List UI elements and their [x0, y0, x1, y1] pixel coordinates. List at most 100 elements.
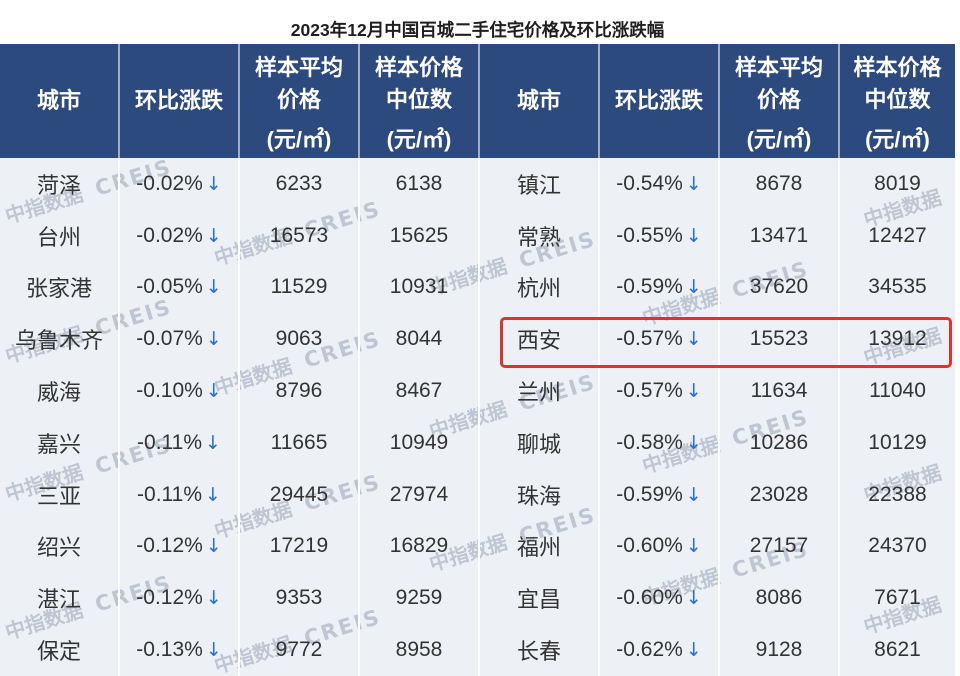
header-label: 样本价格中位数 — [374, 55, 463, 112]
down-arrow-icon: ↓ — [685, 380, 702, 403]
change-cell: -0.59% ↓ — [598, 468, 718, 521]
header-median-price: 样本价格中位数 (元/㎡) — [358, 44, 478, 158]
avg-price-cell: 9063 — [238, 313, 358, 366]
avg-price-cell: 23028 — [718, 468, 838, 521]
city-cell: 镇江 — [478, 158, 598, 210]
median-price-cell: 10949 — [358, 416, 478, 469]
header-label: 样本平均价格 — [734, 55, 823, 112]
city-cell: 台州 — [36, 224, 81, 250]
change-value: -0.10% — [136, 379, 203, 403]
median-price-cell: 9259 — [358, 572, 478, 625]
change-value: -0.58% — [616, 430, 683, 454]
down-arrow-icon: ↓ — [685, 328, 702, 351]
change-cell: -0.11% ↓ — [118, 468, 238, 521]
change-cell: -0.02% ↓ — [118, 209, 238, 262]
median-price-cell: 6138 — [358, 158, 478, 210]
change-value: -0.60% — [616, 534, 683, 558]
header-change: 环比涨跌 — [118, 44, 238, 158]
change-cell: -0.12% ↓ — [118, 572, 238, 625]
median-price-cell: 16829 — [358, 520, 478, 573]
down-arrow-icon: ↓ — [205, 483, 221, 506]
table-row: 威海 -0.10% ↓ 8796 8467 兰州 -0.57% ↓ 11634 11040 — [0, 365, 955, 417]
change-cell: -0.57% ↓ — [598, 365, 718, 417]
change-value: -0.60% — [616, 586, 683, 610]
change-cell: -0.60% ↓ — [598, 520, 718, 573]
change-cell: -0.02% ↓ — [118, 158, 238, 210]
avg-price-cell: 9353 — [238, 572, 358, 625]
median-price-cell: 12427 — [838, 209, 955, 262]
table-row: 乌鲁木齐 -0.07% ↓ 9063 8044 西安 -0.57% ↓ 15523 13912 — [0, 313, 955, 368]
table-row: 台州 -0.02% ↓ 16573 15625 常熟 -0.55% ↓ 13471 12427 — [0, 209, 955, 262]
median-price-cell: 8044 — [358, 313, 478, 366]
header-city: 城市 — [0, 44, 118, 158]
avg-price-cell: 17219 — [238, 520, 358, 573]
change-value: -0.13% — [136, 638, 203, 662]
down-arrow-icon: ↓ — [205, 276, 222, 299]
avg-price-cell: 11529 — [238, 261, 358, 314]
table-row: 张家港 -0.05% ↓ 11529 10931 杭州 -0.59% ↓ 37620 34535 — [0, 261, 955, 314]
avg-price-cell: 9772 — [238, 624, 358, 676]
down-arrow-icon: ↓ — [205, 535, 222, 558]
change-value: -0.54% — [616, 171, 683, 195]
change-cell: -0.62% ↓ — [598, 624, 718, 676]
median-price-cell: 13912 — [838, 313, 955, 366]
median-price-cell: 24370 — [838, 520, 955, 573]
avg-price-cell: 29445 — [238, 468, 358, 521]
change-cell: -0.10% ↓ — [118, 365, 238, 417]
median-price-cell: 10129 — [838, 416, 955, 469]
header-label: 城市 — [36, 88, 81, 113]
city-cell: 菏泽 — [36, 172, 81, 198]
change-value: -0.11% — [137, 482, 203, 506]
avg-price-cell: 8086 — [718, 572, 838, 625]
city-cell: 湛江 — [36, 587, 81, 613]
change-value: -0.05% — [136, 275, 203, 299]
median-price-cell: 15625 — [358, 209, 478, 262]
change-value: -0.55% — [616, 223, 683, 247]
down-arrow-icon: ↓ — [205, 639, 222, 662]
header-avg-price-right: 样本平均价格 (元/㎡) — [718, 44, 838, 158]
change-cell: -0.59% ↓ — [598, 261, 718, 314]
header-median-price-right: 样本价格中位数 (元/㎡) — [838, 44, 955, 158]
change-value: -0.57% — [616, 379, 683, 403]
median-price-cell: 22388 — [838, 468, 955, 521]
down-arrow-icon: ↓ — [685, 587, 702, 610]
city-cell: 威海 — [36, 380, 81, 406]
city-cell: 杭州 — [478, 261, 598, 314]
median-price-cell: 8467 — [358, 365, 478, 417]
median-price-cell: 11040 — [838, 365, 955, 417]
down-arrow-icon: ↓ — [205, 431, 221, 454]
avg-price-cell: 13471 — [718, 209, 838, 262]
city-cell: 嘉兴 — [36, 431, 81, 457]
change-cell: -0.55% ↓ — [598, 209, 718, 262]
avg-price-cell: 11634 — [718, 365, 838, 417]
avg-price-cell: 37620 — [718, 261, 838, 314]
down-arrow-icon: ↓ — [685, 276, 702, 299]
city-cell: 聊城 — [478, 416, 598, 469]
avg-price-cell: 10286 — [718, 416, 838, 469]
change-cell: -0.60% ↓ — [598, 572, 718, 625]
header-avg-price: 样本平均价格 (元/㎡) — [238, 44, 358, 158]
city-cell: 兰州 — [478, 365, 598, 417]
table-row: 湛江 -0.12% ↓ 9353 9259 宜昌 -0.60% ↓ 8086 7671 — [0, 572, 955, 625]
city-cell: 西安 — [478, 313, 598, 366]
avg-price-cell: 9128 — [718, 624, 838, 676]
city-cell: 三亚 — [36, 483, 81, 509]
down-arrow-icon: ↓ — [205, 587, 222, 610]
median-price-cell: 8621 — [838, 624, 955, 676]
median-price-cell: 34535 — [838, 261, 955, 314]
table-row: 嘉兴 -0.11% ↓ 11665 10949 聊城 -0.58% ↓ 10286 10129 — [0, 416, 955, 469]
avg-price-cell: 6233 — [238, 158, 358, 210]
city-cell: 绍兴 — [36, 535, 81, 561]
header-change-right: 环比涨跌 — [598, 44, 718, 158]
city-cell: 珠海 — [478, 468, 598, 521]
change-value: -0.62% — [616, 638, 683, 662]
header-label: 环比涨跌 — [134, 88, 223, 113]
header-label: 环比涨跌 — [614, 88, 703, 113]
down-arrow-icon: ↓ — [205, 224, 222, 247]
header-unit: (元/㎡) — [266, 127, 332, 152]
header-label: 样本价格中位数 — [853, 55, 942, 112]
change-value: -0.11% — [137, 430, 203, 454]
down-arrow-icon: ↓ — [685, 535, 702, 558]
table-rows: 菏泽 -0.02% ↓ 6233 6138 镇江 -0.54% ↓ 8678 8019 台州 -0.0… — [0, 158, 955, 676]
